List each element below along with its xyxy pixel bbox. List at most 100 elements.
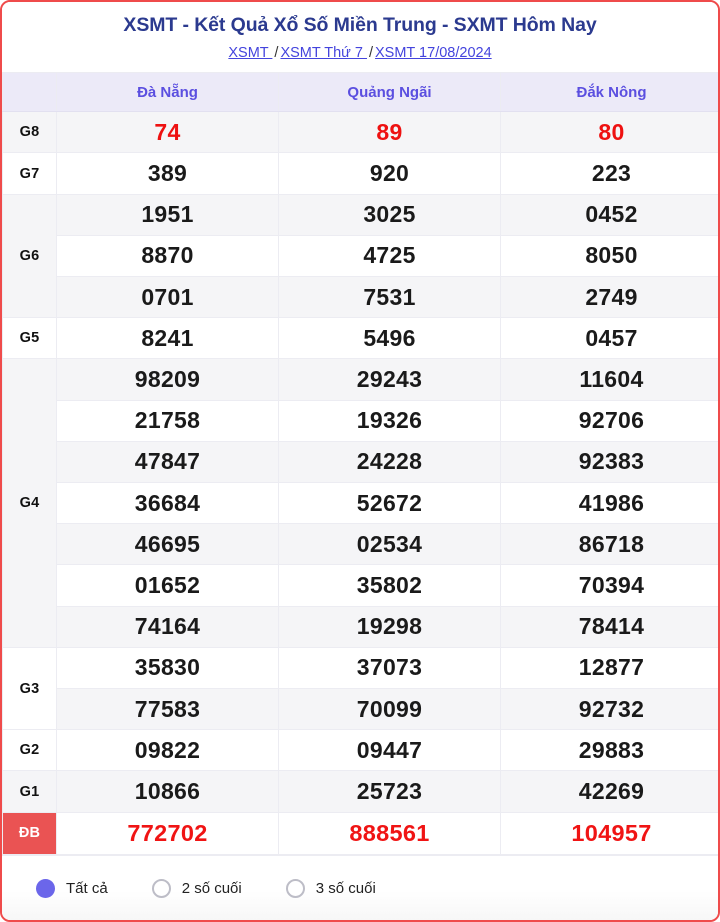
table-row: 8870 4725 8050 [3, 234, 718, 278]
prize-number: 35802 [278, 564, 501, 607]
prize-number: 0457 [500, 317, 718, 360]
table-row: G7 389 920 223 [2, 152, 718, 195]
prize-number: 888561 [278, 811, 501, 856]
breadcrumb-link-0[interactable]: XSMT [228, 45, 273, 62]
prize-number: 01652 [56, 564, 279, 607]
table-row: ĐB 772702 888561 104957 [2, 811, 718, 856]
prize-number: 74164 [56, 605, 279, 648]
filter-option-1[interactable]: 2 số cuối [151, 878, 242, 898]
table-head: Đà Nẵng Quảng Ngãi Đắk Nông [2, 72, 718, 113]
prize-number: 11604 [500, 358, 718, 401]
table-row: G4 98209 29243 11604 [2, 358, 718, 648]
prize-number: 24228 [278, 440, 501, 484]
prize-number: 42269 [500, 770, 718, 813]
prize-number: 920 [278, 152, 501, 195]
radio-icon[interactable] [285, 878, 305, 898]
prize-number: 7531 [278, 276, 501, 319]
table-row: 21758 19326 92706 [3, 399, 718, 442]
prize-number: 19298 [278, 605, 501, 648]
prize-label-G3: G3 [2, 646, 57, 731]
prize-number: 0452 [500, 193, 718, 236]
prize-label-G1: G1 [2, 770, 57, 813]
province-header-0: Đà Nẵng [56, 72, 279, 113]
table-row: 36684 52672 41986 [3, 482, 718, 525]
prize-label-G7: G7 [2, 152, 57, 195]
filter-option-label: 3 số cuối [315, 879, 376, 897]
table-row: G8 74 89 80 [2, 111, 718, 154]
prize-number: 52672 [278, 482, 501, 525]
prize-label-G5: G5 [2, 317, 57, 360]
prize-number: 35830 [56, 646, 279, 690]
prize-number: 19326 [278, 399, 501, 442]
breadcrumb-separator: / [368, 45, 374, 62]
prize-number: 41986 [500, 482, 718, 525]
table-row: G5 8241 5496 0457 [2, 317, 718, 360]
prize-number: 92732 [500, 688, 718, 731]
prize-number: 2749 [500, 276, 718, 319]
prize-number: 70394 [500, 564, 718, 607]
prize-number: 0701 [56, 276, 279, 319]
prize-number: 92383 [500, 440, 718, 484]
table-row: G1 10866 25723 42269 [2, 770, 718, 813]
page-title: XSMT - Kết Quả Xổ Số Miền Trung - SXMT H… [123, 14, 597, 36]
prize-number: 223 [500, 152, 718, 195]
prize-label-ĐB: ĐB [2, 811, 57, 856]
prize-number: 70099 [278, 688, 501, 731]
table-body: G8 74 89 80 G7 389 920 223 G6 1951 3025 0452 8870 472… [2, 111, 718, 856]
radio-icon[interactable] [151, 878, 171, 898]
table-row: 0701 7531 2749 [3, 276, 718, 319]
radio-icon[interactable] [36, 878, 55, 898]
filter-option-label: 2 số cuối [181, 879, 242, 897]
lottery-results-table: Đà Nẵng Quảng Ngãi Đắk Nông G8 74 89 80 G7 38… [2, 72, 718, 856]
prize-number: 25723 [278, 770, 501, 813]
table-row: 77583 70099 92732 [3, 688, 718, 731]
prize-number: 772702 [56, 811, 279, 856]
table-row: 46695 02534 86718 [3, 523, 718, 566]
filter-option-label: Tất cả [66, 879, 108, 897]
filter-option-2[interactable]: 3 số cuối [285, 878, 376, 898]
prize-number: 78414 [500, 605, 718, 648]
prize-number: 98209 [56, 358, 279, 401]
table-row: 01652 35802 70394 [3, 564, 718, 607]
breadcrumb-link-2[interactable]: XSMT 17/08/2024 [375, 45, 492, 62]
prize-number: 09822 [56, 729, 279, 772]
prize-number: 36684 [56, 482, 279, 525]
prize-number: 74 [56, 111, 279, 154]
results-table-wrap: Đà Nẵng Quảng Ngãi Đắk Nông G8 74 89 80 G7 38… [2, 72, 718, 856]
prize-number: 29883 [500, 729, 718, 772]
table-row: G6 1951 3025 0452 [2, 193, 718, 319]
prize-number: 77583 [56, 688, 279, 731]
breadcrumb-link-1[interactable]: XSMT Thứ 7 [280, 45, 367, 62]
province-header-row: Đà Nẵng Quảng Ngãi Đắk Nông [2, 72, 718, 113]
filter-option-0[interactable]: Tất cả [36, 878, 108, 898]
prize-number: 21758 [56, 399, 279, 442]
prize-number: 02534 [278, 523, 501, 566]
table-row: 74164 19298 78414 [3, 605, 718, 648]
filter-options: Tất cả 2 số cuối 3 số cuối [2, 855, 718, 920]
table-row: 47847 24228 92383 [3, 440, 718, 484]
prize-label-G2: G2 [2, 729, 57, 772]
prize-number: 47847 [56, 440, 279, 484]
breadcrumb-separator: / [274, 45, 279, 62]
prize-number: 80 [500, 111, 718, 154]
table-row: G3 35830 37073 12877 [2, 646, 718, 731]
prize-number: 10866 [56, 770, 279, 813]
prize-number: 4725 [278, 234, 501, 278]
prize-number: 3025 [278, 193, 501, 236]
province-header-2: Đắk Nông [500, 72, 718, 113]
prize-number: 89 [278, 111, 501, 154]
breadcrumb: XSMT / XSMT Thứ 7 /XSMT 17/08/2024 [12, 44, 708, 63]
prize-number: 46695 [56, 523, 279, 566]
prize-label-G8: G8 [2, 111, 57, 154]
prize-number: 29243 [278, 358, 501, 401]
prize-label-G6: G6 [2, 193, 57, 319]
province-header-1: Quảng Ngãi [278, 72, 501, 113]
prize-number: 8241 [56, 317, 279, 360]
prize-number: 37073 [278, 646, 501, 690]
prize-number: 1951 [56, 193, 279, 236]
prize-label-G4: G4 [2, 358, 57, 648]
table-row: G2 09822 09447 29883 [2, 729, 718, 772]
prize-number: 09447 [278, 729, 501, 772]
prize-number: 8870 [56, 234, 279, 278]
